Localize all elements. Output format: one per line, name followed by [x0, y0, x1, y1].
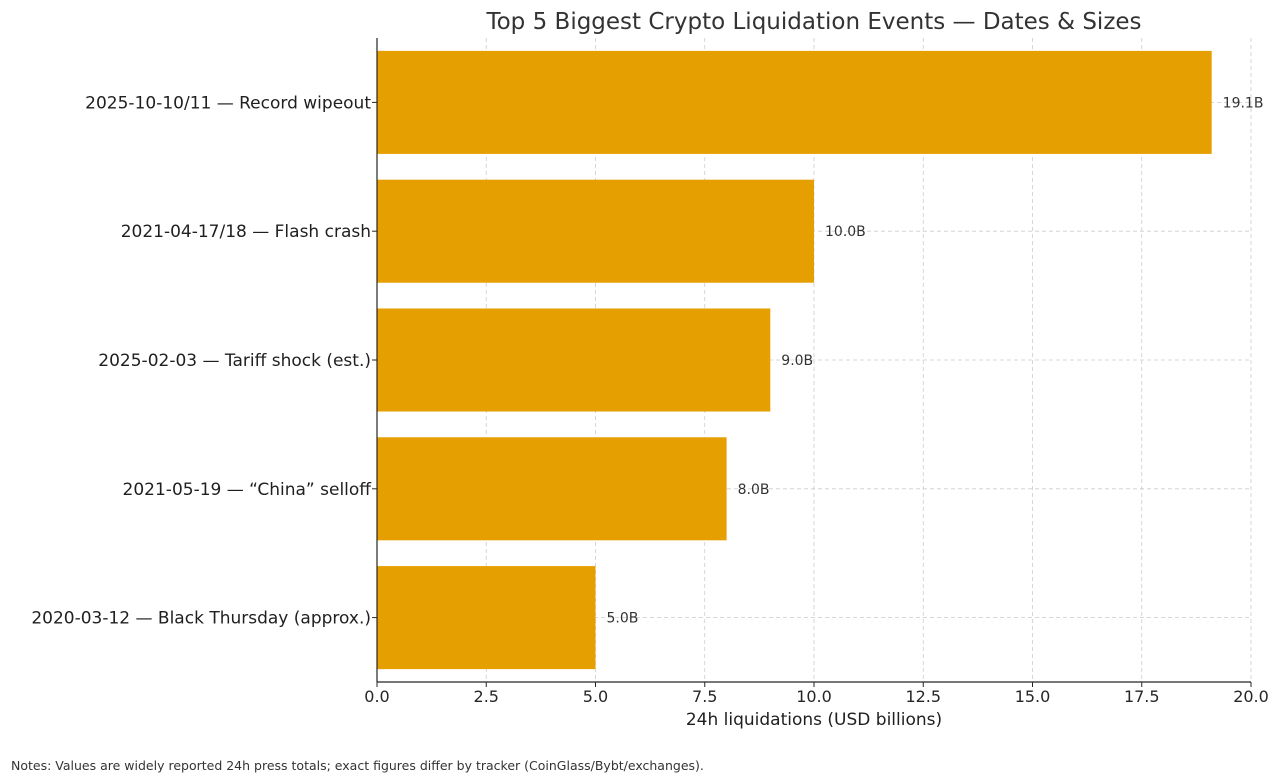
data-label: 19.1B [1223, 95, 1264, 111]
data-label: 10.0B [825, 224, 866, 240]
x-tick-label: 10.0 [796, 687, 832, 706]
category-label: 2025-10-10/11 — Record wipeout [85, 93, 371, 113]
footnote: Notes: Values are widely reported 24h pr… [11, 758, 704, 773]
x-tick-label: 20.0 [1233, 687, 1269, 706]
x-tick-label: 17.5 [1124, 687, 1160, 706]
bars [377, 50, 1212, 670]
data-label: 8.0B [738, 482, 770, 498]
labels: 2025-10-10/11 — Record wipeout 19.1B 2021-… [31, 93, 1269, 706]
bar [377, 308, 771, 412]
category-label: 2021-04-17/18 — Flash crash [121, 222, 371, 242]
data-label: 9.0B [781, 353, 813, 369]
chart-title: Top 5 Biggest Crypto Liquidation Events … [485, 9, 1141, 35]
x-axis-label: 24h liquidations (USD billions) [686, 710, 942, 730]
data-label: 5.0B [607, 611, 639, 627]
bar [377, 50, 1212, 154]
x-tick-label: 7.5 [692, 687, 717, 706]
x-tick-label: 5.0 [583, 687, 608, 706]
category-label: 2021-05-19 — “China” selloff [123, 480, 373, 500]
bar [377, 566, 596, 670]
category-label: 2020-03-12 — Black Thursday (approx.) [31, 609, 371, 629]
bar [377, 179, 814, 283]
x-tick-label: 12.5 [905, 687, 941, 706]
bar [377, 437, 727, 541]
category-label: 2025-02-03 — Tariff shock (est.) [98, 351, 371, 371]
x-tick-label: 15.0 [1015, 687, 1051, 706]
x-tick-label: 0.0 [364, 687, 389, 706]
x-tick-label: 2.5 [474, 687, 499, 706]
axes [372, 38, 1252, 687]
